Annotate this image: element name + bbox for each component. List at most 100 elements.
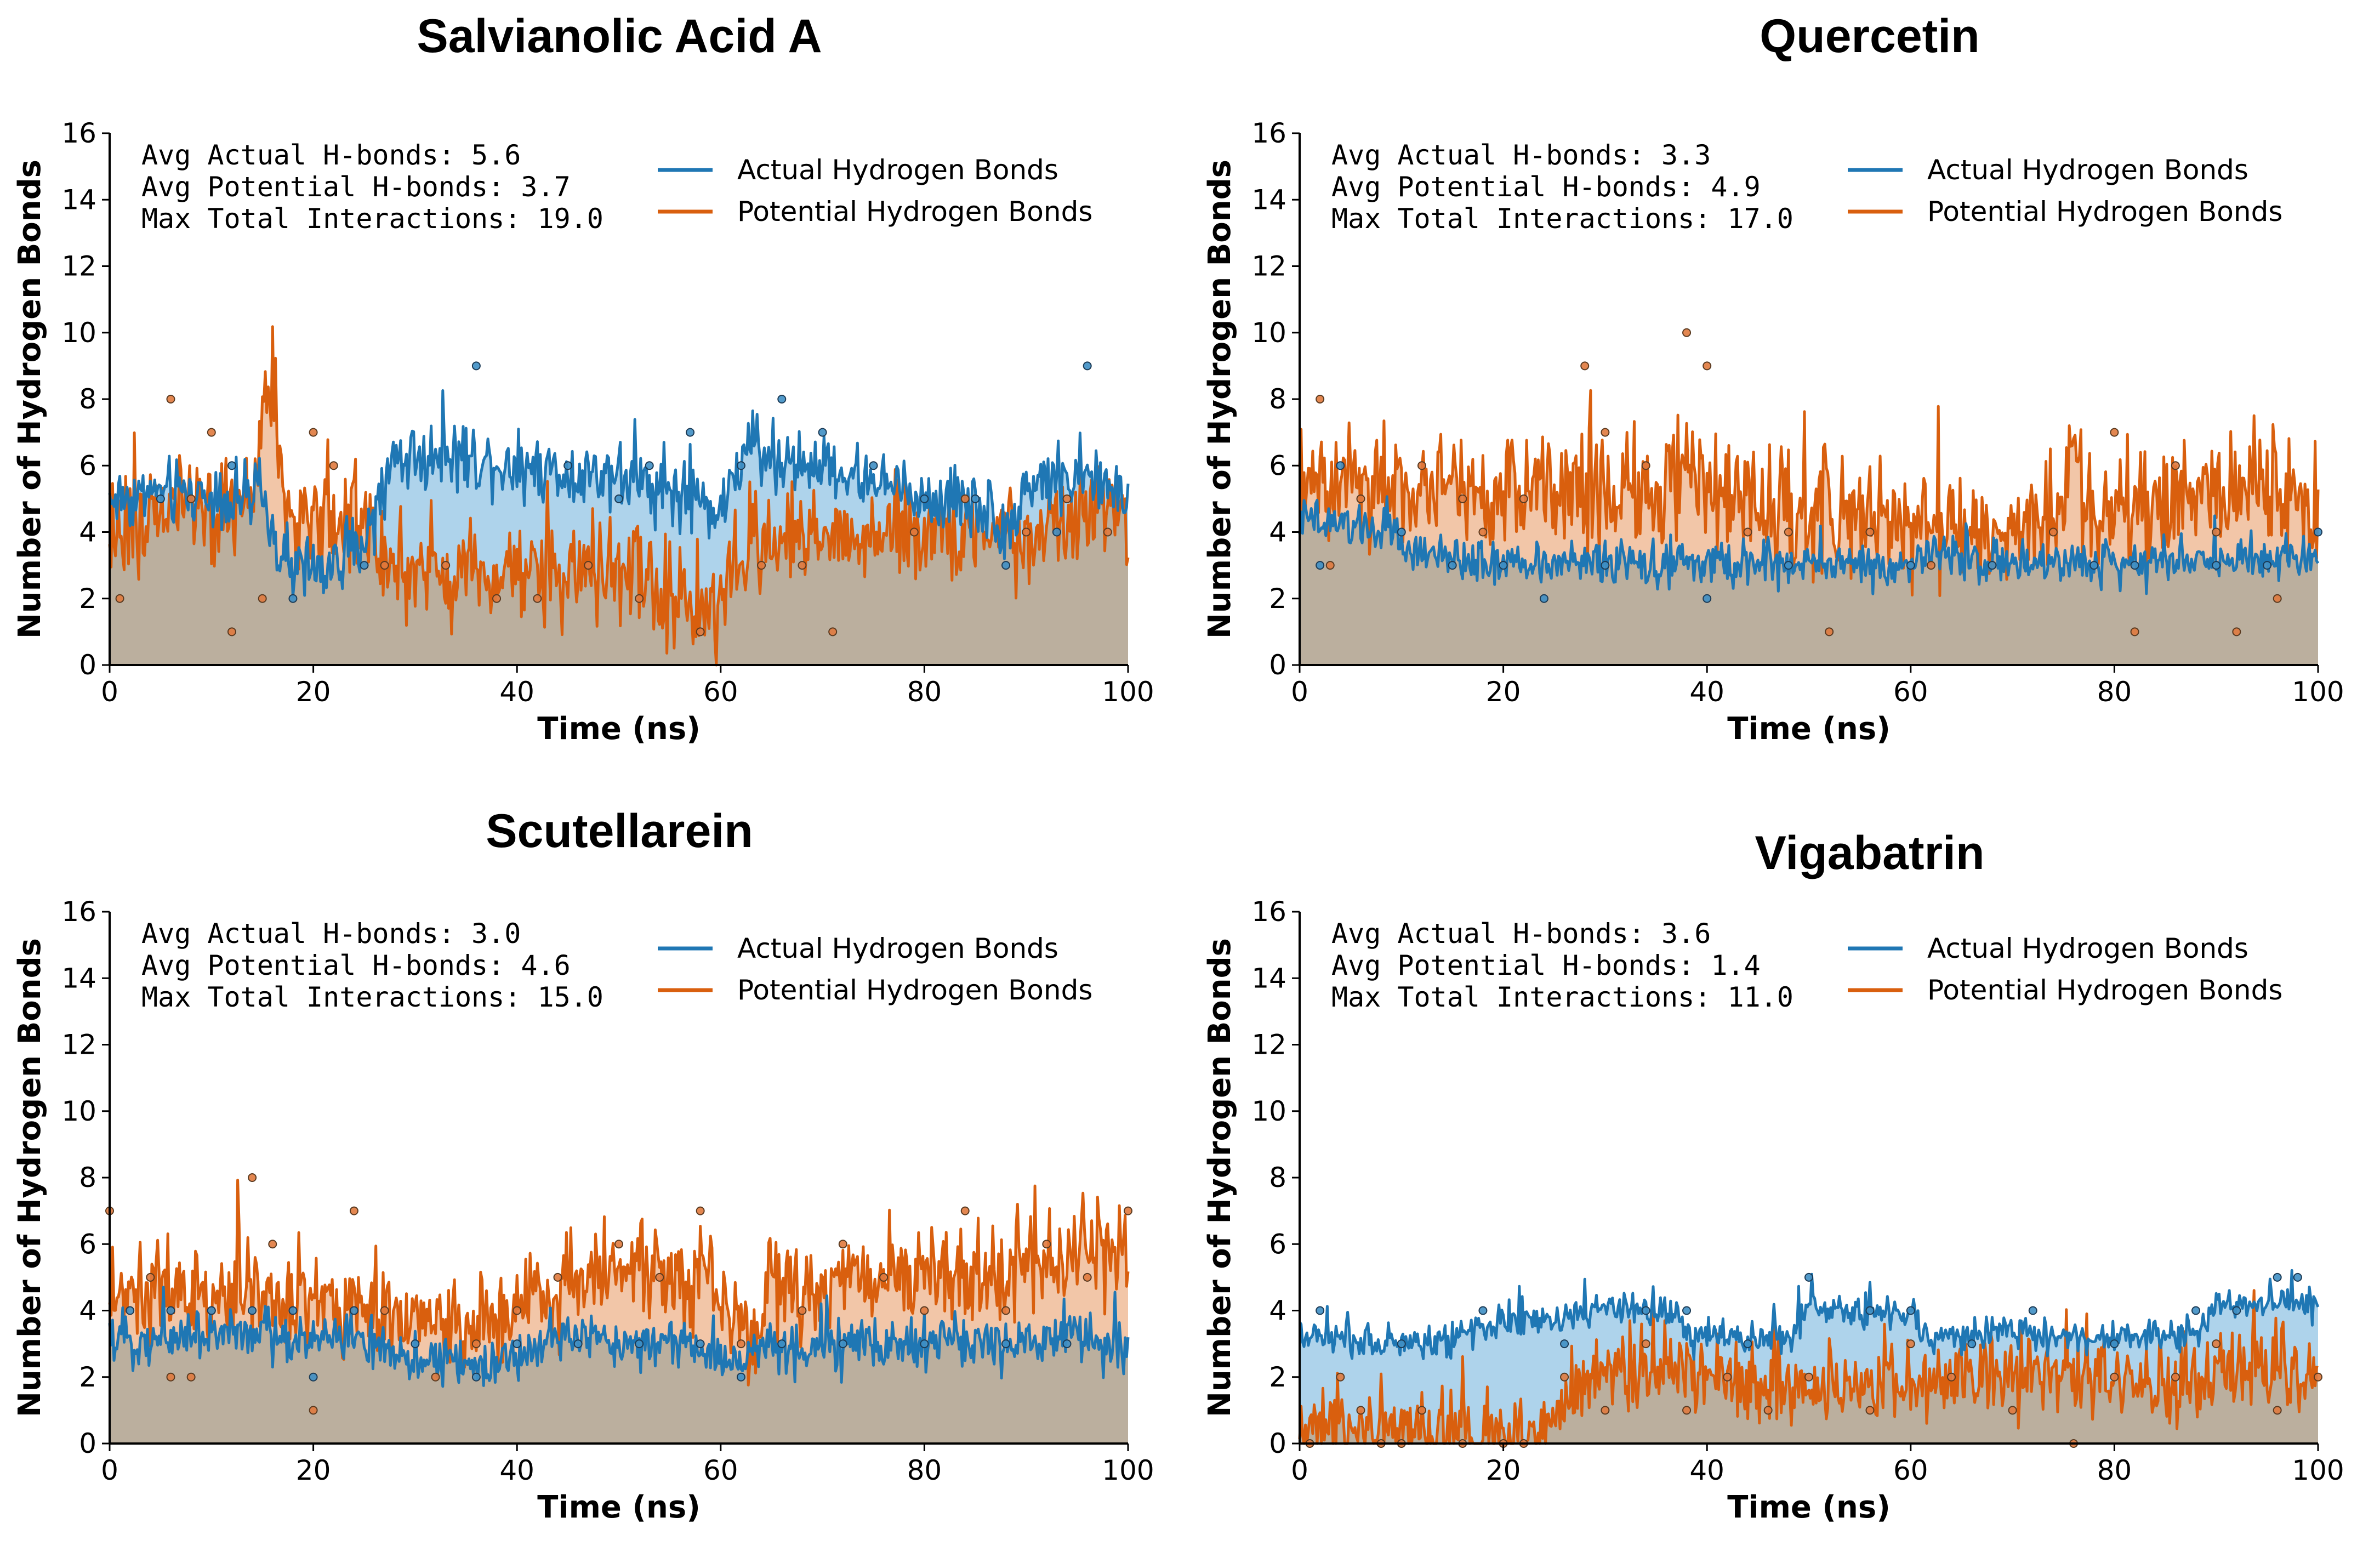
y-tick-label: 0 <box>79 649 96 681</box>
x-tick-label: 40 <box>1689 676 1724 708</box>
potential-point <box>1784 527 1793 537</box>
stats-line: Max Total Interactions: 15.0 <box>141 981 603 1013</box>
x-tick-label: 80 <box>907 1454 942 1486</box>
potential-point <box>2212 1339 2221 1349</box>
actual-point <box>471 361 481 371</box>
stats-line: Max Total Interactions: 11.0 <box>1331 981 1793 1013</box>
x-tick-label: 0 <box>101 676 118 708</box>
actual-point <box>1001 561 1011 570</box>
potential-point <box>268 1240 277 1249</box>
potential-point <box>1723 1372 1732 1382</box>
y-axis-label: Number of Hydrogen Bonds <box>1202 938 1238 1417</box>
actual-point <box>971 494 980 503</box>
actual-point <box>818 428 827 437</box>
actual-point <box>1641 1306 1650 1315</box>
potential-point <box>513 1306 522 1315</box>
potential-point <box>115 594 124 603</box>
x-tick-label: 20 <box>296 676 331 708</box>
chart-title: Quercetin <box>1760 10 1979 62</box>
chart-title: Scutellarein <box>486 805 753 857</box>
actual-point <box>1682 1306 1692 1315</box>
potential-point <box>1062 494 1072 503</box>
potential-point <box>2110 1372 2119 1382</box>
stats-line: Max Total Interactions: 17.0 <box>1331 203 1793 235</box>
y-tick-label: 16 <box>1251 117 1286 149</box>
actual-point <box>288 1306 298 1315</box>
actual-point <box>207 1306 216 1315</box>
legend-label: Potential Hydrogen Bonds <box>737 974 1092 1006</box>
potential-point <box>655 1272 664 1282</box>
y-tick-label: 6 <box>79 1228 96 1260</box>
y-tick-label: 4 <box>79 516 96 548</box>
potential-point <box>1417 461 1426 470</box>
x-tick-label: 60 <box>1893 676 1928 708</box>
potential-point <box>349 1206 358 1215</box>
potential-point <box>2171 461 2180 470</box>
actual-point <box>777 395 787 404</box>
chart-svg: Vigabatrin 0 2 4 6 8 10 12 14 16 0 20 40 60 80 100 Time… <box>1202 827 2344 1525</box>
x-tick-label: 80 <box>2097 1454 2132 1486</box>
actual-point <box>360 561 369 570</box>
potential-point <box>186 1372 196 1382</box>
actual-point <box>126 1306 135 1315</box>
stats-line: Avg Actual H-bonds: 3.3 <box>1331 139 1711 171</box>
x-tick-label: 100 <box>1102 676 1154 708</box>
potential-point <box>1042 1240 1051 1249</box>
plot-area: 0 2 4 6 8 10 12 14 16 0 20 40 60 80 100 Time (ns) Number… <box>12 117 1154 747</box>
potential-point <box>471 1339 481 1349</box>
x-axis-label: Time (ns) <box>1727 711 1891 747</box>
actual-point <box>645 461 654 470</box>
potential-point <box>1325 561 1335 570</box>
overlap-area-fill <box>110 1287 1128 1444</box>
potential-point <box>380 1306 389 1315</box>
y-tick-label: 8 <box>1269 1162 1286 1194</box>
actual-point <box>1062 1339 1072 1349</box>
potential-point <box>1417 1406 1426 1415</box>
potential-point <box>1316 395 1325 404</box>
actual-point <box>349 1306 358 1315</box>
actual-point <box>1906 1306 1915 1315</box>
actual-point <box>288 594 298 603</box>
actual-point <box>635 1339 644 1349</box>
x-tick-label: 40 <box>1689 1454 1724 1486</box>
potential-point <box>1865 527 1875 537</box>
y-tick-label: 16 <box>61 117 96 149</box>
actual-point <box>2263 561 2272 570</box>
chart-svg: Salvianolic Acid A 0 2 4 6 8 10 12 14 16 0 20 40 60 8… <box>12 10 1154 747</box>
potential-point <box>186 494 196 503</box>
y-tick-label: 12 <box>61 251 96 282</box>
series-line-potential <box>1298 389 2320 598</box>
potential-point <box>584 561 593 570</box>
actual-point <box>777 1339 787 1349</box>
actual-point <box>838 1339 847 1349</box>
series-line-actual <box>1298 495 2320 595</box>
y-tick-label: 8 <box>79 1162 96 1194</box>
potential-point <box>2110 428 2119 437</box>
actual-point <box>2110 1339 2119 1349</box>
actual-point <box>1478 1306 1488 1315</box>
potential-point <box>909 527 919 537</box>
potential-point <box>1356 494 1365 503</box>
potential-point <box>1641 461 1650 470</box>
potential-point <box>2171 1372 2180 1382</box>
potential-point <box>441 561 451 570</box>
actual-point <box>1001 1339 1011 1349</box>
actual-point <box>2089 561 2099 570</box>
x-tick-label: 80 <box>2097 676 2132 708</box>
y-tick-label: 14 <box>1251 962 1286 994</box>
chart-title: Vigabatrin <box>1755 827 1985 879</box>
actual-point <box>227 461 236 470</box>
potential-point <box>1804 1372 1813 1382</box>
series-line-potential <box>108 325 1130 667</box>
x-tick-label: 60 <box>703 676 738 708</box>
x-tick-label: 0 <box>1291 676 1308 708</box>
chart-panel-scutellarein: Scutellarein 0 2 4 6 8 10 12 14 16 0 20 40 60 80 100 Ti… <box>0 778 1190 1557</box>
actual-point <box>2028 1306 2037 1315</box>
x-tick-label: 20 <box>1486 676 1521 708</box>
y-axis-label: Number of Hydrogen Bonds <box>12 938 48 1417</box>
y-tick-label: 6 <box>79 450 96 481</box>
potential-point <box>1682 328 1692 337</box>
y-tick-label: 10 <box>1251 1095 1286 1127</box>
actual-point <box>156 494 165 503</box>
actual-point <box>1499 561 1508 570</box>
